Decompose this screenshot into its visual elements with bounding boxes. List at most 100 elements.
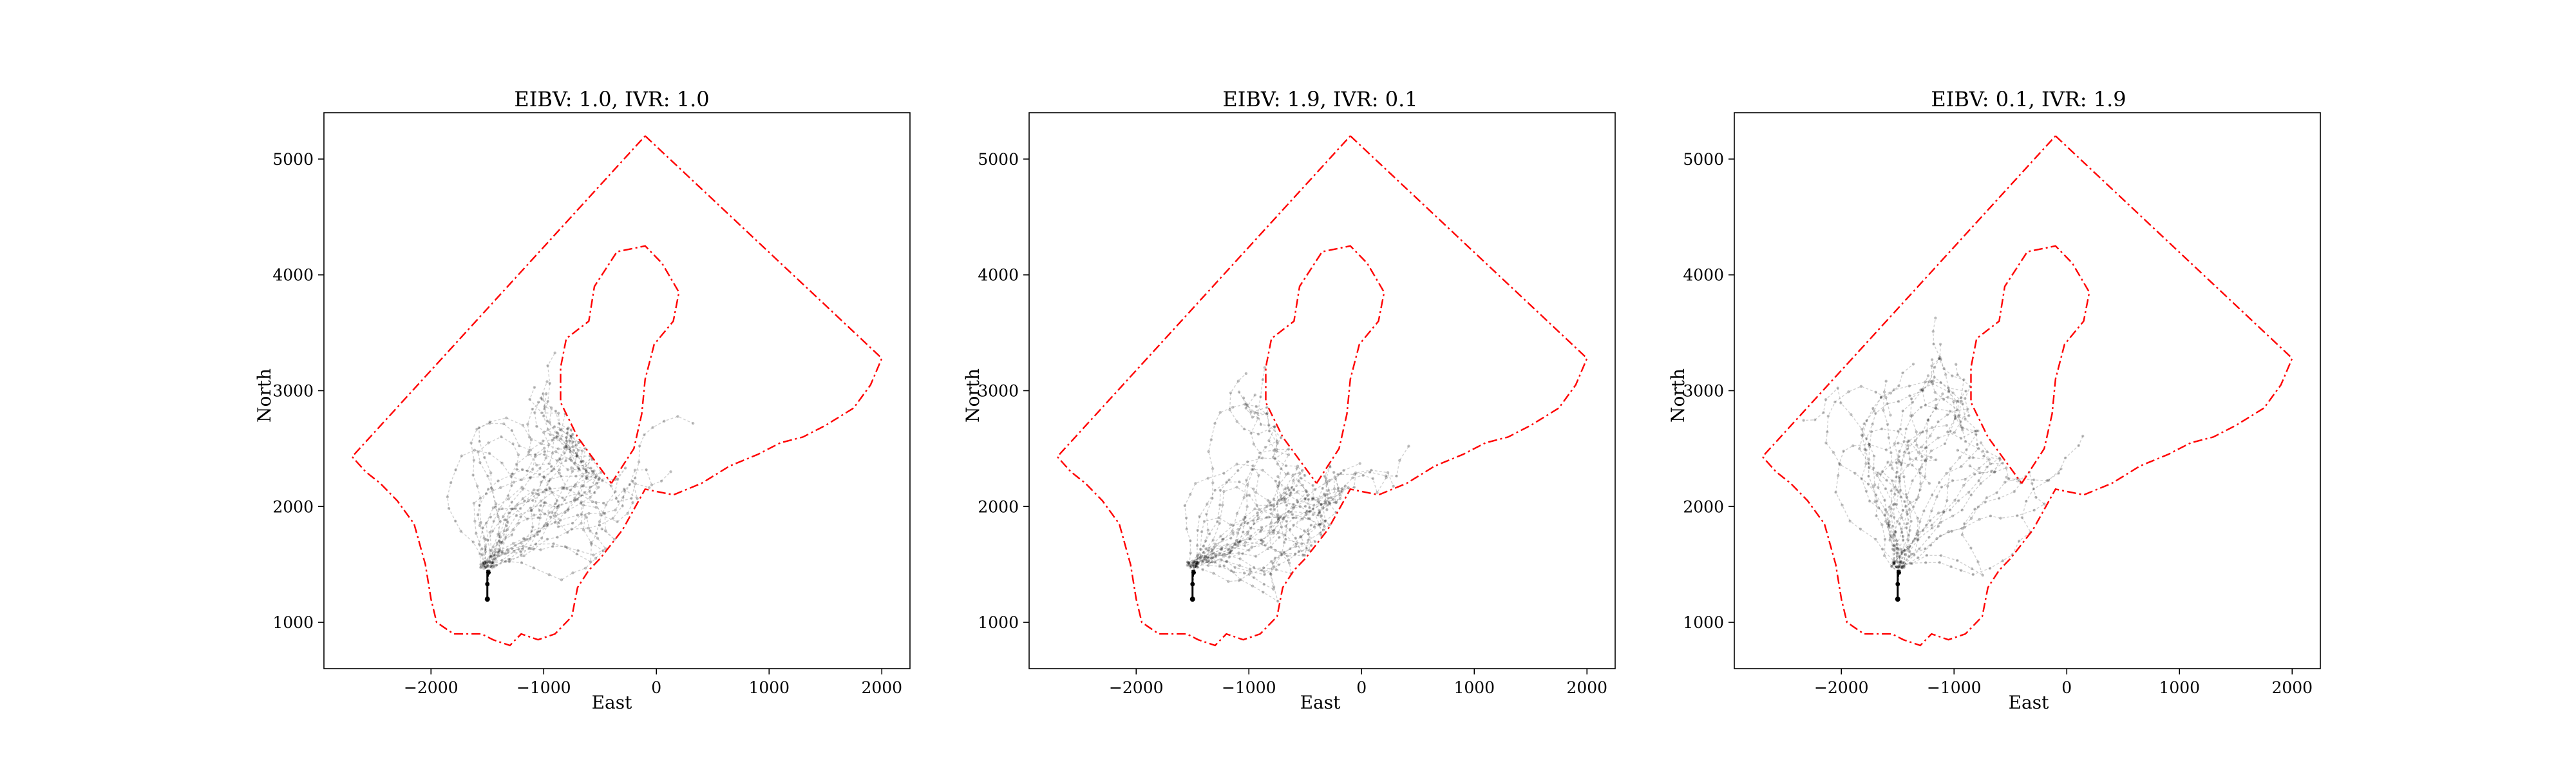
trajectory-point	[1946, 396, 1949, 399]
trajectory-point	[549, 478, 552, 481]
trajectory-point	[1211, 560, 1214, 564]
trajectory-point	[1250, 545, 1254, 549]
trajectory-path	[1893, 405, 1937, 600]
trajectory-point	[1340, 489, 1344, 492]
trajectory-point	[1233, 542, 1236, 545]
x-tick-label: 1000	[748, 678, 790, 697]
trajectory-point	[1889, 533, 1892, 537]
trajectory-point	[1917, 495, 1920, 499]
trajectory-point	[1861, 434, 1864, 437]
trajectory-point	[1955, 399, 1958, 403]
trajectory-point	[1237, 390, 1241, 394]
trajectory-point	[1207, 450, 1210, 453]
trajectory-point	[1832, 451, 1835, 454]
trajectory-point	[493, 566, 496, 569]
trajectory-path	[1825, 386, 1900, 600]
trajectory-point	[1214, 553, 1217, 557]
trajectory-point	[1300, 542, 1303, 546]
trajectory-point	[598, 477, 601, 481]
trajectory-point	[1802, 419, 1805, 422]
trajectory-point	[546, 364, 549, 367]
trajectory-point	[1909, 501, 1912, 504]
trajectory-point	[1296, 501, 1300, 504]
trajectory-point	[1926, 418, 1929, 421]
trajectory-point	[1892, 563, 1896, 566]
trajectory-path	[473, 476, 634, 600]
trajectory-point	[446, 495, 449, 499]
trajectory-point	[1198, 548, 1202, 551]
trajectory-point	[1908, 452, 1911, 455]
trajectory-point	[491, 559, 495, 563]
trajectory-point	[1960, 396, 1963, 399]
trajectory-point	[594, 506, 598, 509]
trajectory-path	[1897, 468, 2061, 600]
trajectory-path	[1192, 530, 1312, 600]
trajectory-path	[1861, 381, 1962, 600]
trajectory-point	[558, 428, 562, 432]
trajectory-point	[589, 560, 592, 564]
trajectory-point	[1262, 540, 1265, 543]
trajectory-point	[545, 488, 549, 491]
trajectory-point	[594, 557, 598, 560]
trajectory-point	[1909, 553, 1913, 556]
trajectory-point	[1903, 450, 1906, 454]
trajectory-point	[1875, 514, 1878, 517]
trajectory-point	[1961, 402, 1964, 406]
trajectory-point	[1948, 508, 1952, 511]
trajectory-point	[1884, 448, 1888, 452]
trajectory-point	[538, 473, 541, 476]
trajectory-point	[1323, 499, 1327, 502]
trajectory-point	[1202, 557, 1206, 560]
trajectory-point	[560, 486, 564, 490]
trajectory-point	[1316, 513, 1320, 517]
trajectory-point	[482, 561, 485, 565]
trajectory-point	[1224, 553, 1227, 557]
y-tick-label: 1000	[1683, 613, 1724, 632]
trajectory-path	[1897, 318, 1980, 600]
x-tick-label: 0	[651, 678, 661, 697]
trajectory-point	[1924, 446, 1927, 450]
trajectory-point	[557, 504, 561, 507]
trajectory-point	[1256, 517, 1260, 520]
trajectory-point	[588, 490, 591, 493]
trajectory-point	[2032, 478, 2036, 482]
trajectory-point	[1920, 445, 1923, 449]
trajectory-point	[691, 422, 695, 425]
trajectory-point	[1206, 502, 1209, 506]
trajectory-point	[552, 468, 555, 471]
trajectory-point	[1937, 420, 1940, 423]
trajectory-point	[1937, 524, 1940, 528]
trajectory-point	[1859, 385, 1863, 388]
trajectory-point	[1308, 506, 1311, 510]
trajectory-point	[1898, 555, 1902, 558]
trajectory-path	[1186, 468, 1298, 600]
trajectory-point	[1231, 524, 1235, 527]
trajectory-path	[1184, 463, 1303, 600]
trajectory-point	[556, 505, 560, 508]
trajectory-point	[1911, 479, 1914, 482]
trajectory-point	[542, 439, 545, 443]
trajectory-point	[492, 519, 495, 523]
trajectory-point	[498, 520, 502, 523]
trajectory-point	[542, 414, 545, 417]
trajectory-point	[1220, 546, 1224, 549]
trajectory-point	[1246, 521, 1250, 525]
trajectory-path	[1192, 481, 1311, 600]
trajectory-point	[1303, 497, 1307, 501]
trajectory-point	[1217, 516, 1221, 519]
trajectory-point	[493, 550, 497, 553]
trajectory-point	[1822, 411, 1825, 414]
trajectory-point	[1859, 528, 1862, 531]
trajectory-point	[1864, 448, 1868, 452]
trajectory-point	[536, 533, 539, 537]
trajectory-point	[1292, 505, 1296, 509]
trajectory-point	[469, 441, 473, 444]
trajectory-point	[543, 453, 546, 456]
trajectory-point	[511, 528, 515, 531]
trajectory-point	[582, 467, 585, 470]
trajectory-point	[1998, 456, 2002, 460]
trajectory-point	[593, 491, 596, 495]
trajectory-point	[1902, 475, 1906, 479]
y-tick-label: 3000	[978, 382, 1019, 401]
